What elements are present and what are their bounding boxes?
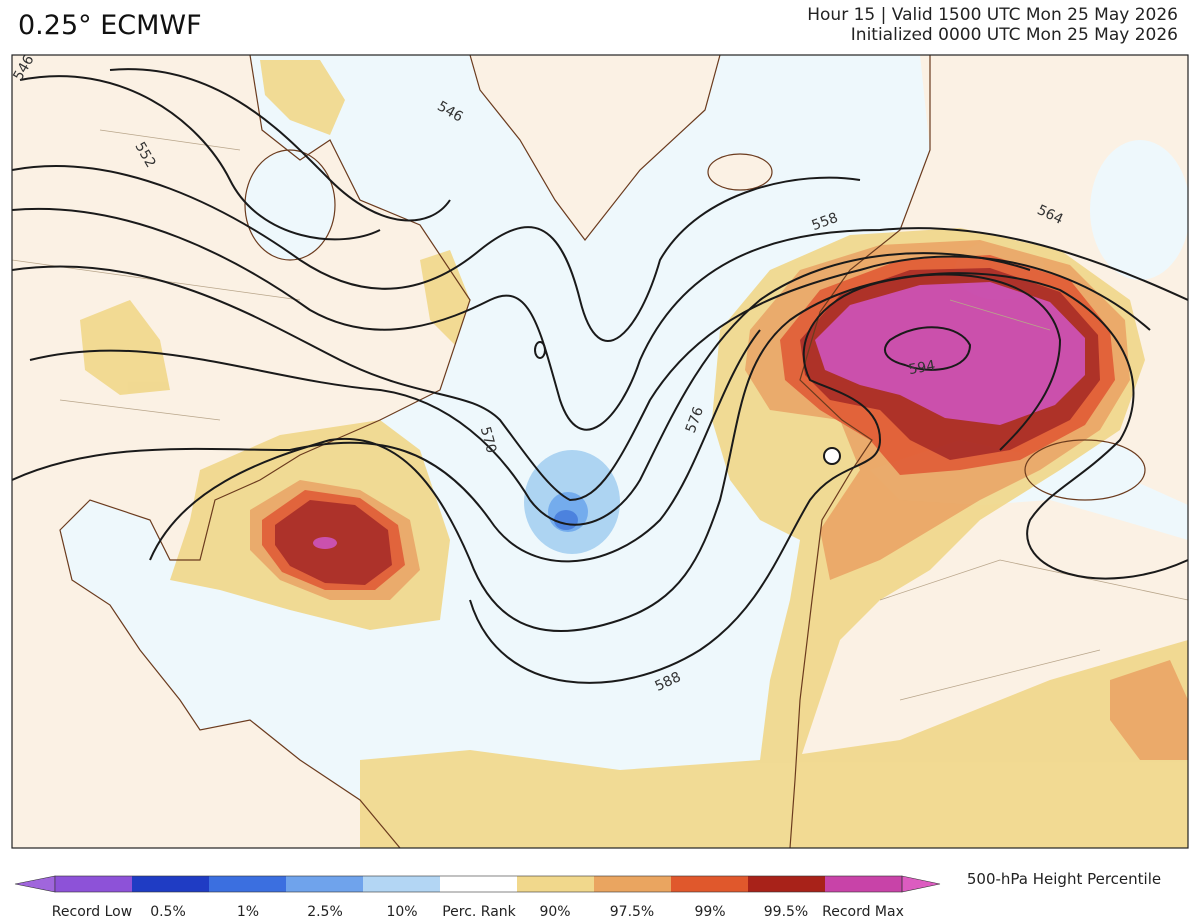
colorbar-label: 97.5% bbox=[610, 904, 654, 920]
contour-labels: 546 546 552 558 564 570 576 588 594 bbox=[12, 55, 1066, 695]
colorbar-label: Perc. Rank bbox=[442, 904, 516, 920]
height-contours bbox=[12, 68, 1188, 684]
colorbar-label: 10% bbox=[386, 904, 417, 920]
valid-time: Hour 15 | Valid 1500 UTC Mon 25 May 2026 bbox=[807, 5, 1178, 25]
title: 0.25° ECMWF bbox=[18, 10, 202, 41]
colorbar-title: 500-hPa Height Percentile bbox=[967, 870, 1161, 888]
map: 546 546 552 558 564 570 576 588 594 bbox=[11, 54, 1189, 849]
colorbar-label: 0.5% bbox=[150, 904, 186, 920]
colorbar-label: 90% bbox=[539, 904, 570, 920]
shading bbox=[80, 60, 1188, 848]
contour-label: 594 bbox=[907, 358, 936, 378]
land bbox=[12, 55, 1188, 848]
colorbar-label: 1% bbox=[237, 904, 259, 920]
colorbar-label: 2.5% bbox=[307, 904, 343, 920]
contour-label: 570 bbox=[477, 425, 499, 455]
init-time: Initialized 0000 UTC Mon 25 May 2026 bbox=[851, 25, 1178, 45]
coastlines bbox=[12, 55, 1188, 848]
colorbar-label: Record Low bbox=[52, 904, 132, 920]
colorbar-label: Record Max bbox=[822, 904, 904, 920]
colorbar-label: 99% bbox=[694, 904, 725, 920]
colorbar-label: 99.5% bbox=[764, 904, 808, 920]
colorbar: Record Low 0.5% 1% 2.5% 10% Perc. Rank 9… bbox=[14, 870, 1161, 920]
